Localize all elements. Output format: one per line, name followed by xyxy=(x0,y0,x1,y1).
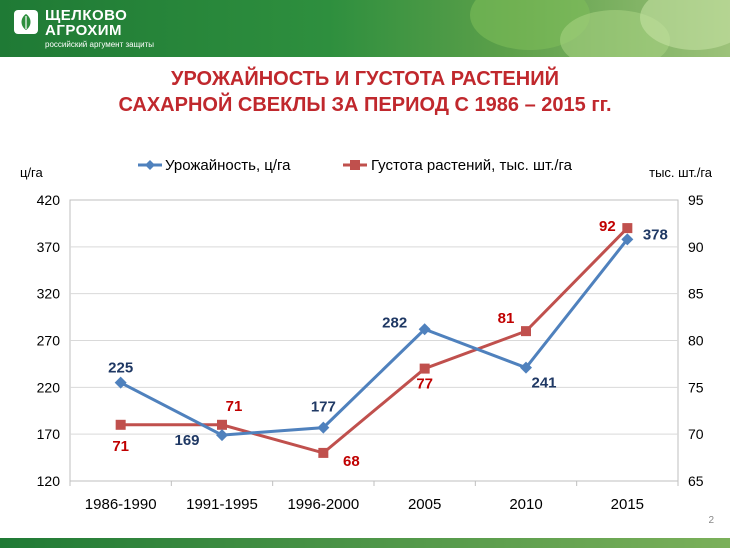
title-line-2: САХАРНОЙ СВЕКЛЫ ЗА ПЕРИОД С 1986 – 2015 … xyxy=(118,94,612,116)
legend-yield-label: Урожайность, ц/га xyxy=(165,157,291,174)
density-data-label: 92 xyxy=(599,218,616,235)
y-right-tick-label: 90 xyxy=(688,239,704,255)
logo-line-2: АГРОХИМ xyxy=(45,22,123,39)
y-right-tick-label: 80 xyxy=(688,333,704,349)
y-left-tick-label: 420 xyxy=(37,192,61,208)
density-point xyxy=(419,363,430,374)
yield-point xyxy=(621,233,634,246)
legend-density-marker xyxy=(350,160,360,170)
y-left-tick-label: 270 xyxy=(37,333,61,349)
x-tick-label: 1986-1990 xyxy=(85,496,157,513)
legend-density-label: Густота растений, тыс. шт./га xyxy=(371,157,573,174)
density-data-label: 77 xyxy=(416,376,433,393)
y-left-tick-label: 120 xyxy=(37,473,61,489)
legend-yield-marker xyxy=(145,160,155,170)
density-data-label: 68 xyxy=(343,453,360,470)
logo-leaf-icon xyxy=(14,10,38,34)
y-right-tick-label: 95 xyxy=(688,192,704,208)
x-tick-label: 2005 xyxy=(408,496,441,513)
y-right-axis-label: тыс. шт./га xyxy=(649,165,713,180)
yield-point xyxy=(114,376,127,389)
slide-title: УРОЖАЙНОСТЬ И ГУСТОТА РАСТЕНИЙ САХАРНОЙ … xyxy=(0,66,730,118)
company-logo: ЩЕЛКОВО АГРОХИМ российский аргумент защи… xyxy=(14,8,154,50)
y-right-tick-label: 75 xyxy=(688,379,704,395)
density-point xyxy=(318,447,329,458)
page-number: 2 xyxy=(708,515,714,526)
series-yield-line xyxy=(119,238,629,437)
logo-tagline: российский аргумент защиты xyxy=(45,40,155,49)
density-point xyxy=(622,223,633,234)
header-banner: ЩЕЛКОВО АГРОХИМ российский аргумент защи… xyxy=(0,0,730,57)
yield-data-label: 177 xyxy=(311,399,336,416)
yield-data-label: 378 xyxy=(643,226,668,243)
density-point xyxy=(217,419,227,430)
title-line-1: УРОЖАЙНОСТЬ И ГУСТОТА РАСТЕНИЙ xyxy=(171,68,559,90)
y-right-tick-label: 65 xyxy=(688,473,704,489)
density-point xyxy=(521,326,531,337)
yield-point xyxy=(418,323,431,336)
yield-data-label: 169 xyxy=(174,432,199,449)
bottom-bar xyxy=(0,538,730,548)
yield-data-label: 282 xyxy=(382,314,407,331)
y-left-tick-label: 320 xyxy=(37,286,61,302)
y-left-tick-label: 370 xyxy=(37,239,61,255)
y-left-tick-label: 170 xyxy=(37,426,61,442)
y-right-tick-label: 85 xyxy=(688,286,704,302)
x-tick-label: 1991-1995 xyxy=(186,496,258,513)
density-data-label: 71 xyxy=(226,398,243,415)
y-left-axis-label: ц/га xyxy=(20,165,44,180)
yield-point xyxy=(216,429,228,442)
density-data-label: 81 xyxy=(498,310,515,327)
y-right-tick-label: 70 xyxy=(688,426,704,442)
x-tick-label: 1996-2000 xyxy=(287,496,359,513)
density-point xyxy=(115,419,126,430)
x-tick-label: 2010 xyxy=(509,496,542,513)
yield-point xyxy=(317,421,330,434)
y-left-tick-label: 220 xyxy=(37,379,61,395)
logo-line-1: ЩЕЛКОВО xyxy=(45,7,128,24)
x-tick-label: 2015 xyxy=(611,496,644,513)
yield-point xyxy=(520,361,532,374)
yield-data-label: 241 xyxy=(531,375,556,392)
yield-data-label: 225 xyxy=(108,360,133,377)
density-data-label: 71 xyxy=(112,438,129,455)
